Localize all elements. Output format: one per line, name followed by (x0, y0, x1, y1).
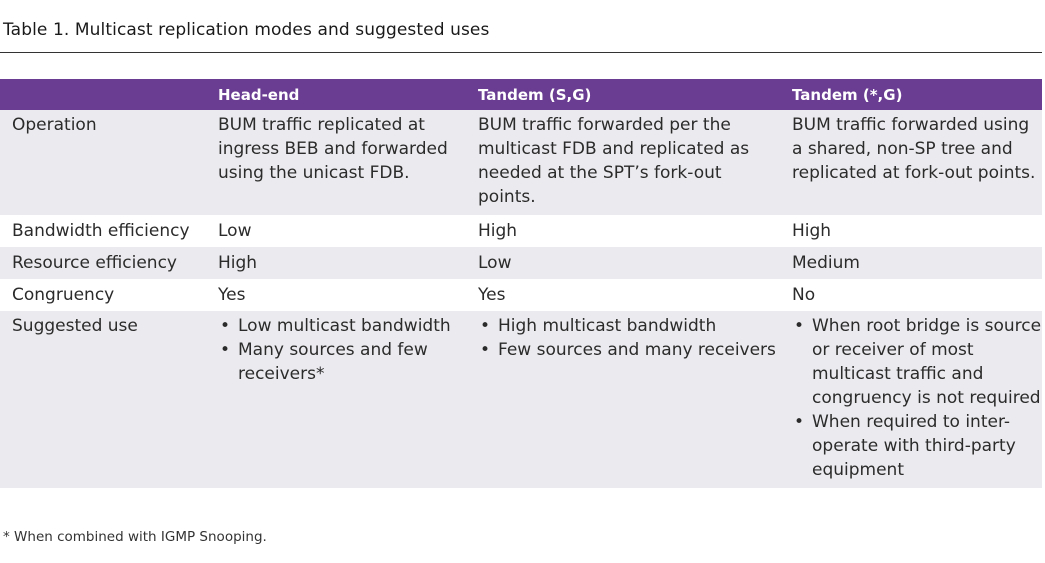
replication-modes-table: Head-end Tandem (S,G) Tandem (*,G) Opera… (0, 79, 1042, 488)
table-cell: High (478, 221, 518, 241)
table-cell: High (218, 253, 258, 273)
footnote: * When combined with IGMP Snooping. (3, 529, 267, 545)
list-item: Few sources and many receivers (478, 338, 780, 362)
list-item: Low multicast bandwidth (218, 314, 466, 338)
row-label: Operation (12, 115, 97, 135)
list-item: When root bridge is source or receiver o… (792, 314, 1042, 410)
row-label: Bandwidth efficiency (12, 221, 190, 241)
row-label: Suggested use (12, 316, 138, 336)
table-cell: BUM traffic forwarded per the multicast … (478, 115, 750, 207)
caption-rule (0, 52, 1042, 53)
list-item: High multicast bandwidth (478, 314, 780, 338)
table-cell: High multicast bandwidth Few sources and… (466, 311, 780, 488)
table-row-bandwidth-efficiency: Bandwidth efficiency Low High High (0, 215, 1042, 247)
table-cell: BUM traffic forwarded using a shared, no… (792, 115, 1036, 183)
table-cell: Low multicast bandwidth Many sources and… (206, 311, 466, 488)
header-head-end: Head-end (218, 85, 300, 104)
table-cell: When root bridge is source or receiver o… (780, 311, 1042, 488)
table-row-suggested-use: Suggested use Low multicast bandwidth Ma… (0, 311, 1042, 488)
table-row-operation: Operation BUM traffic replicated at ingr… (0, 110, 1042, 215)
table-cell: Yes (218, 285, 246, 305)
table-cell: High (792, 221, 832, 241)
table-cell: Yes (478, 285, 506, 305)
header-tandem-sg: Tandem (S,G) (478, 85, 592, 104)
table-cell: Medium (792, 253, 860, 273)
table-cell: BUM traffic replicated at ingress BEB an… (218, 115, 448, 183)
header-tandem-starg: Tandem (*,G) (792, 85, 903, 104)
table-cell: Low (218, 221, 252, 241)
table-row-congruency: Congruency Yes Yes No (0, 279, 1042, 311)
table-header-row: Head-end Tandem (S,G) Tandem (*,G) (0, 79, 1042, 110)
list-item: When required to inter-operate with thir… (792, 410, 1042, 482)
table-caption: Table 1. Multicast replication modes and… (3, 20, 490, 40)
list-item: Many sources and few receivers* (218, 338, 466, 386)
bullet-list: High multicast bandwidth Few sources and… (478, 314, 780, 362)
table-row-resource-efficiency: Resource efficiency High Low Medium (0, 247, 1042, 279)
row-label: Congruency (12, 285, 115, 305)
bullet-list: Low multicast bandwidth Many sources and… (218, 314, 466, 386)
row-label: Resource efficiency (12, 253, 177, 273)
table-cell: Low (478, 253, 512, 273)
table-cell: No (792, 285, 816, 305)
bullet-list: When root bridge is source or receiver o… (792, 314, 1042, 482)
